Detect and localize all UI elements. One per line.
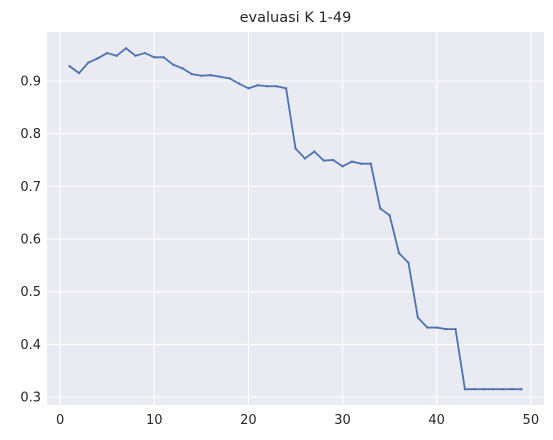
x-gridlines bbox=[59, 32, 532, 405]
data-point bbox=[68, 65, 71, 68]
series-group bbox=[68, 47, 523, 391]
data-point bbox=[228, 77, 231, 80]
data-point bbox=[388, 214, 391, 217]
data-point bbox=[162, 56, 165, 59]
data-point bbox=[87, 61, 90, 64]
data-point bbox=[435, 326, 438, 329]
data-point bbox=[96, 57, 100, 60]
data-point bbox=[181, 67, 184, 70]
data-point bbox=[153, 56, 156, 59]
data-point bbox=[473, 387, 476, 391]
data-point bbox=[77, 71, 81, 75]
data-point bbox=[369, 162, 373, 165]
y-tick-label: 0.7 bbox=[20, 180, 41, 195]
data-point bbox=[360, 162, 363, 165]
data-point bbox=[218, 75, 222, 78]
data-point bbox=[200, 74, 203, 77]
x-tick-label: 40 bbox=[428, 413, 445, 428]
data-point bbox=[407, 261, 410, 264]
data-point bbox=[331, 158, 335, 162]
data-point bbox=[444, 327, 448, 331]
x-tick-label: 50 bbox=[523, 413, 540, 428]
data-point bbox=[275, 85, 278, 88]
data-point bbox=[463, 387, 467, 391]
data-point bbox=[171, 63, 175, 66]
y-tick-label: 0.6 bbox=[20, 233, 41, 248]
y-tick-labels: 0.3 0.4 0.5 0.6 0.7 0.8 0.9 bbox=[20, 74, 41, 405]
data-point bbox=[510, 387, 514, 391]
data-point bbox=[501, 387, 504, 391]
data-point bbox=[350, 160, 354, 163]
data-point bbox=[115, 54, 118, 57]
data-point bbox=[247, 87, 250, 90]
x-tick-label: 30 bbox=[334, 413, 351, 428]
data-point bbox=[256, 84, 260, 87]
data-point bbox=[482, 387, 485, 391]
chart-title: evaluasi K 1-49 bbox=[240, 10, 352, 26]
data-point bbox=[266, 85, 269, 88]
data-point bbox=[379, 207, 382, 210]
y-tick-label: 0.3 bbox=[20, 391, 41, 406]
data-point bbox=[284, 87, 288, 90]
y-tick-label: 0.9 bbox=[20, 74, 41, 89]
x-tick-label: 0 bbox=[56, 413, 64, 428]
data-point bbox=[209, 74, 212, 77]
data-point bbox=[426, 326, 429, 329]
y-tick-label: 0.4 bbox=[20, 338, 41, 353]
data-point bbox=[322, 159, 325, 162]
data-point bbox=[341, 165, 344, 168]
data-point bbox=[143, 51, 147, 55]
x-tick-label: 10 bbox=[146, 413, 163, 428]
x-tick-label: 20 bbox=[240, 413, 257, 428]
y-tick-label: 0.8 bbox=[20, 127, 41, 142]
data-point bbox=[237, 82, 241, 85]
data-point bbox=[397, 252, 401, 255]
data-point bbox=[416, 316, 420, 319]
y-gridlines bbox=[47, 80, 544, 398]
plot-area bbox=[47, 32, 544, 405]
data-point bbox=[294, 147, 297, 150]
data-point bbox=[491, 387, 495, 391]
data-point bbox=[106, 51, 109, 55]
data-point bbox=[190, 72, 194, 76]
data-point bbox=[303, 157, 307, 160]
data-point bbox=[313, 150, 316, 153]
x-tick-labels: 0 10 20 30 40 50 bbox=[56, 413, 539, 428]
data-point bbox=[520, 387, 523, 391]
data-point bbox=[124, 47, 128, 50]
y-tick-label: 0.5 bbox=[20, 285, 41, 300]
data-point bbox=[454, 327, 457, 331]
data-point bbox=[134, 54, 137, 57]
